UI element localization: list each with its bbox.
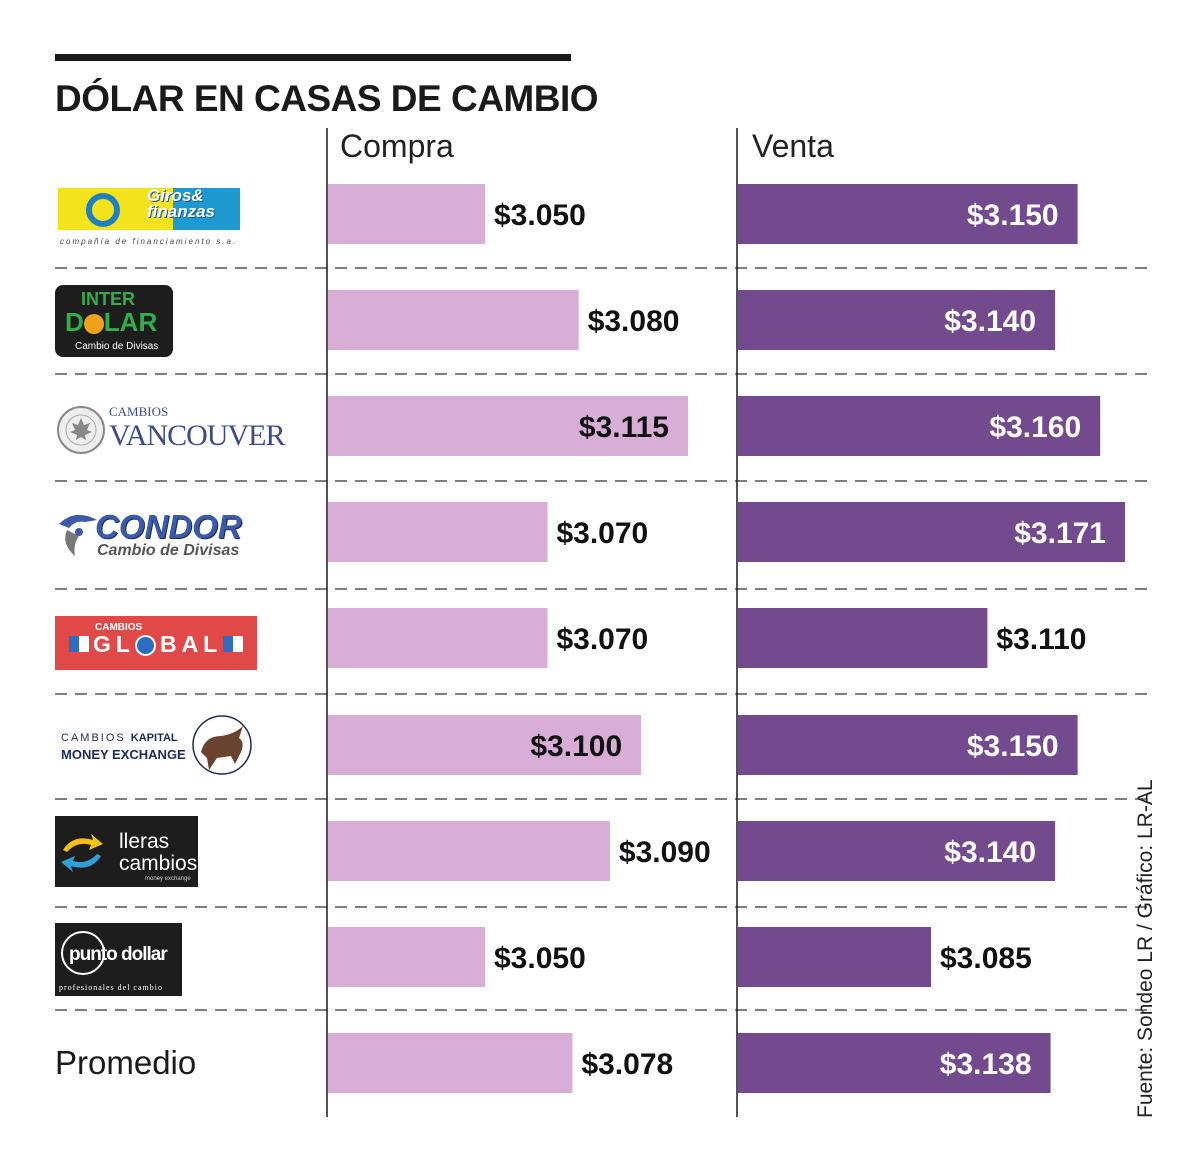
- inter-dolar-logo: INTER D LAR Cambio de Divisas: [55, 285, 173, 357]
- venta-value-label: $3.171: [1014, 517, 1106, 550]
- venta-value-label: $3.138: [940, 1048, 1032, 1081]
- compra-bar: [328, 821, 610, 881]
- compra-value-label: $3.078: [581, 1048, 673, 1081]
- venta-bar: [738, 608, 988, 668]
- venta-bar: [738, 396, 1101, 456]
- bull-icon: [192, 715, 252, 775]
- maple-leaf-icon: [57, 406, 105, 454]
- compra-bar: [328, 608, 548, 668]
- compra-value-label: $3.070: [556, 623, 648, 656]
- compra-bar: [328, 502, 548, 562]
- globe-icon: [134, 635, 156, 657]
- venta-bar: [738, 715, 1078, 775]
- global-line2-end: BAL: [159, 631, 223, 657]
- value-labels: $3.050 $3.080 $3.115 $3.070 $3.070 $3.100 $3.0…: [494, 199, 1106, 1081]
- inter-tagline: Cambio de Divisas: [75, 341, 159, 352]
- venta-column-header: Venta: [752, 128, 834, 164]
- kapital-line1-end: KAPITAL: [130, 732, 178, 744]
- venta-bar: [738, 290, 1056, 350]
- venta-value-label: $3.110: [996, 623, 1086, 656]
- compra-bar: [328, 715, 642, 775]
- condor-line1: CONDOR: [95, 508, 242, 545]
- condor-bird-icon: [59, 514, 97, 556]
- condor-logo: CONDOR Cambio de Divisas: [55, 508, 255, 568]
- venta-value-label: $3.085: [940, 942, 1032, 975]
- kapital-line1-start: CAMBIOS: [61, 732, 126, 744]
- flag-icon-right: [223, 636, 243, 652]
- compra-column-header: Compra: [340, 128, 454, 164]
- compra-value-label: $3.115: [579, 411, 669, 444]
- lleras-line2: cambios: [119, 852, 198, 875]
- vancouver-line1: CAMBIOS: [109, 404, 169, 419]
- global-line1: CAMBIOS: [95, 622, 143, 633]
- vancouver-line2: VANCOUVER: [109, 419, 285, 452]
- global-line2-start: GL: [93, 631, 135, 657]
- compra-value-label: $3.090: [619, 836, 711, 869]
- venta-value-label: $3.140: [944, 305, 1036, 338]
- compra-bar: [328, 396, 688, 456]
- compra-value-label: $3.080: [588, 305, 680, 338]
- punto-line1-end: dollar: [121, 944, 168, 965]
- compra-value-label: $3.050: [494, 942, 586, 975]
- venta-value-label: $3.150: [967, 730, 1059, 763]
- compra-bar: [328, 290, 579, 350]
- promedio-label: Promedio: [55, 1044, 197, 1081]
- punto-line1-start: punto: [69, 944, 117, 965]
- chart-title: DÓLAR EN CASAS DE CAMBIO: [55, 78, 599, 119]
- venta-bar: [738, 927, 931, 987]
- venta-bar: [738, 1033, 1051, 1093]
- condor-line2: Cambio de Divisas: [97, 542, 240, 559]
- venta-bar: [738, 184, 1078, 244]
- lleras-line1: lleras: [119, 830, 170, 853]
- source-credit: Fuente: Sondeo LR / Gráfico: LR-AL: [1134, 779, 1157, 1118]
- giros-finanzas-logo-mark: compañía de financiamiento s.a.: [58, 188, 240, 246]
- inter-line2-end: LAR: [103, 307, 158, 337]
- inter-line1: INTER: [81, 289, 135, 309]
- punto-tagline: profesionales del cambio: [59, 983, 163, 992]
- giros-finanzas-logo: compañía de financiamiento s.a. Giros& f…: [55, 186, 245, 251]
- compra-bar: [328, 1033, 573, 1093]
- venta-value-label: $3.150: [967, 199, 1059, 232]
- venta-value-label: $3.140: [944, 836, 1036, 869]
- lleras-cambios-logo: lleras cambios money exchange: [55, 816, 198, 887]
- compra-bar: [328, 184, 485, 244]
- kapital-line2: MONEY EXCHANGE: [61, 747, 186, 762]
- giros-name2: finanzas: [147, 202, 216, 221]
- exchange-arrows-icon: [61, 834, 103, 872]
- punto-dollar-logo: punto dollar profesionales del cambio: [55, 923, 182, 996]
- venta-value-label: $3.160: [989, 411, 1081, 444]
- compra-bar: [328, 927, 485, 987]
- compra-value-label: $3.050: [494, 199, 586, 232]
- inter-line2-start: D: [65, 307, 84, 337]
- venta-bar: [738, 821, 1056, 881]
- compra-value-label: $3.070: [556, 517, 648, 550]
- grid-lines: [55, 267, 1148, 1011]
- giros-tagline: compañía de financiamiento s.a.: [60, 237, 237, 246]
- cambios-kapital-logo: CAMBIOS KAPITAL MONEY EXCHANGE: [55, 712, 255, 778]
- punto-dollar-logo-mark: punto dollar profesionales del cambio: [59, 931, 169, 992]
- bars: [328, 184, 1125, 1093]
- venta-bar: [738, 502, 1125, 562]
- giros-name: Giros&: [147, 186, 204, 205]
- dollar-coin-icon: [83, 314, 104, 335]
- cambios-global-logo: CAMBIOS GL BAL: [55, 616, 257, 670]
- flag-icon-left: [69, 636, 89, 652]
- cambios-vancouver-logo: CAMBIOS VANCOUVER: [55, 402, 285, 462]
- title-rule: [55, 54, 571, 61]
- lleras-tagline: money exchange: [145, 876, 191, 882]
- compra-value-label: $3.100: [530, 730, 622, 763]
